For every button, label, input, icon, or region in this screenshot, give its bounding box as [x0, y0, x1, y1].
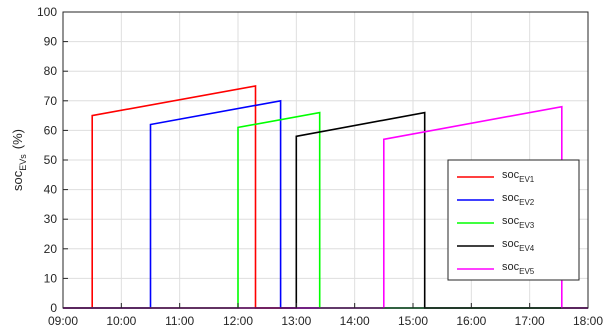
y-axis-ticks: 0 10 20 30 40 50 60 70 80 90 100	[37, 5, 68, 315]
legend-entry-main: soc	[502, 261, 520, 273]
x-tick-label: 15:00	[398, 314, 428, 328]
x-tick-label: 12:00	[223, 314, 253, 328]
legend-entry-main: soc	[502, 169, 520, 181]
y-tick-label: 80	[44, 64, 58, 78]
y-axis-label-sub: EVs	[18, 154, 28, 171]
y-tick-label: 60	[44, 123, 58, 137]
x-tick-label: 17:00	[515, 314, 545, 328]
y-tick-label: 10	[44, 271, 58, 285]
legend-entry-sub: EV1	[519, 175, 535, 184]
x-axis-ticks: 09:00 10:00 11:00 12:00 13:00 14:00 15:00 16:00…	[48, 303, 603, 328]
legend-entry-main: soc	[502, 238, 520, 250]
legend-box	[447, 159, 580, 281]
legend-entry-ev2: socEV2	[502, 192, 535, 207]
y-tick-label: 50	[44, 153, 58, 167]
y-tick-label: 70	[44, 94, 58, 108]
y-axis-label: socEVs (%)	[10, 129, 28, 191]
y-tick-label: 90	[44, 35, 58, 49]
legend-entry-ev5: socEV5	[502, 261, 535, 276]
legend-entry-sub: EV2	[519, 198, 535, 207]
legend-entry-main: soc	[502, 215, 520, 227]
y-tick-label: 100	[37, 5, 57, 19]
legend-entry-sub: EV4	[519, 244, 535, 253]
legend-entry-ev1: socEV1	[502, 169, 535, 184]
legend-entry-ev3: socEV3	[502, 215, 535, 230]
y-tick-label: 0	[50, 301, 57, 315]
y-tick-label: 40	[44, 183, 58, 197]
y-tick-label: 30	[44, 212, 58, 226]
x-tick-label: 09:00	[48, 314, 78, 328]
x-tick-label: 16:00	[456, 314, 486, 328]
y-tick-label: 20	[44, 242, 58, 256]
y-axis-label-unit: (%)	[10, 129, 25, 149]
y-axis-label-main: soc	[10, 170, 25, 191]
x-tick-label: 14:00	[340, 314, 370, 328]
x-tick-label: 10:00	[106, 314, 136, 328]
legend-entry-sub: EV3	[519, 221, 535, 230]
x-tick-label: 11:00	[165, 314, 194, 328]
x-tick-label: 18:00	[573, 314, 603, 328]
legend-entry-sub: EV5	[519, 267, 535, 276]
legend-entry-ev4: socEV4	[502, 238, 535, 253]
x-tick-label: 13:00	[281, 314, 311, 328]
legend-entry-main: soc	[502, 192, 520, 204]
